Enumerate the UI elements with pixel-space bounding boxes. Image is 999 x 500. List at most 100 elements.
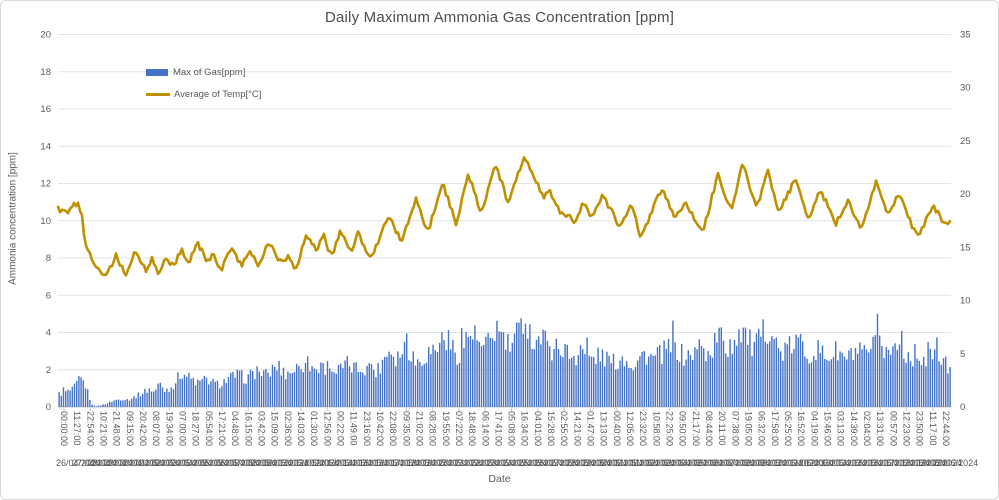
svg-text:31/05/2024: 31/05/2024 — [614, 458, 659, 468]
svg-text:13/05/2024: 13/05/2024 — [327, 458, 372, 468]
gridlines — [58, 34, 951, 408]
svg-text:14/05/2024: 14/05/2024 — [343, 458, 388, 468]
svg-text:09:15:00: 09:15:00 — [125, 411, 135, 446]
svg-text:08:28:00: 08:28:00 — [428, 411, 438, 446]
svg-text:00:57:00: 00:57:00 — [888, 411, 898, 446]
svg-text:25: 25 — [960, 136, 971, 147]
svg-text:23:32:00: 23:32:00 — [638, 411, 648, 446]
svg-text:27/05/2024: 27/05/2024 — [550, 458, 595, 468]
svg-text:21/05/2024: 21/05/2024 — [455, 458, 500, 468]
svg-text:23:50:00: 23:50:00 — [915, 411, 925, 446]
bar-swatch-icon — [146, 68, 168, 76]
y-axis-title: Ammonia concentration [ppm] — [7, 152, 19, 285]
svg-text:19:34:00: 19:34:00 — [164, 411, 174, 446]
svg-text:16:34:00: 16:34:00 — [520, 411, 530, 446]
svg-text:0: 0 — [46, 402, 51, 413]
svg-text:26/04/2024: 26/04/2024 — [56, 458, 101, 468]
svg-text:18/05/2024: 18/05/2024 — [407, 458, 452, 468]
svg-text:21:48:00: 21:48:00 — [112, 411, 122, 446]
svg-text:18: 18 — [40, 67, 51, 78]
svg-text:06:32:00: 06:32:00 — [757, 411, 767, 446]
svg-text:16/05/2024: 16/05/2024 — [375, 458, 420, 468]
svg-text:19/05/2024: 19/05/2024 — [423, 458, 468, 468]
gas-bars-series — [58, 313, 951, 407]
line-swatch-icon — [146, 92, 170, 96]
svg-text:04/05/2024: 04/05/2024 — [184, 458, 229, 468]
temp-line-series — [56, 156, 952, 277]
svg-text:23/05/2024: 23/05/2024 — [487, 458, 532, 468]
svg-text:02:36:00: 02:36:00 — [283, 411, 293, 446]
svg-text:28/05/2024: 28/05/2024 — [566, 458, 611, 468]
svg-text:14:39:00: 14:39:00 — [849, 411, 859, 446]
svg-text:05/05/2024: 05/05/2024 — [200, 458, 245, 468]
svg-text:05:54:00: 05:54:00 — [204, 411, 214, 446]
svg-text:10: 10 — [40, 216, 51, 227]
svg-text:13:31:00: 13:31:00 — [875, 411, 885, 446]
svg-text:08:44:00: 08:44:00 — [704, 411, 714, 446]
svg-text:18/06/2024: 18/06/2024 — [901, 458, 946, 468]
svg-text:19:05:00: 19:05:00 — [744, 411, 754, 446]
svg-text:03:42:00: 03:42:00 — [257, 411, 267, 446]
svg-text:4: 4 — [46, 328, 51, 339]
svg-text:12/05/2024: 12/05/2024 — [311, 458, 356, 468]
svg-text:05/06/2024: 05/06/2024 — [694, 458, 739, 468]
legend-label-gas: Max of Gas[ppm] — [173, 66, 246, 78]
svg-text:15:46:00: 15:46:00 — [823, 411, 833, 446]
svg-text:14:21:00: 14:21:00 — [572, 411, 582, 446]
svg-text:22:25:00: 22:25:00 — [665, 411, 675, 446]
svg-text:13/06/2024: 13/06/2024 — [821, 458, 866, 468]
svg-text:08:07:00: 08:07:00 — [151, 411, 161, 446]
svg-text:19/06/2024: 19/06/2024 — [917, 458, 962, 468]
legend: Max of Gas[ppm] Average of Temp[°C] — [146, 61, 261, 105]
svg-text:08/06/2024: 08/06/2024 — [742, 458, 787, 468]
svg-text:03:13:00: 03:13:00 — [836, 411, 846, 446]
x-axis-date-labels: 26/04/202427/04/202428/04/202429/04/2024… — [56, 458, 978, 468]
svg-text:04:48:00: 04:48:00 — [230, 411, 240, 446]
svg-text:00:00:00: 00:00:00 — [59, 411, 69, 446]
x-axis-tick-marks — [63, 407, 934, 411]
svg-text:11:27:00: 11:27:00 — [72, 411, 82, 445]
x-axis-time-labels: 00:00:00 11:27:00 22:54:00 10:21:00 21:48:00… — [59, 411, 951, 446]
svg-text:22:44:00: 22:44:00 — [941, 411, 951, 446]
svg-text:02/06/2024: 02/06/2024 — [646, 458, 691, 468]
svg-text:12: 12 — [40, 179, 51, 190]
svg-text:30: 30 — [960, 83, 971, 94]
svg-text:10/06/2024: 10/06/2024 — [774, 458, 819, 468]
left-axis-tick-labels: 0 2 4 6 8 10 12 14 16 18 20 — [40, 30, 51, 414]
svg-text:00:22:00: 00:22:00 — [335, 411, 345, 446]
svg-text:10:21:00: 10:21:00 — [99, 411, 109, 446]
svg-text:11:49:00: 11:49:00 — [349, 411, 359, 445]
svg-text:10: 10 — [960, 296, 971, 307]
svg-text:07:22:00: 07:22:00 — [454, 411, 464, 446]
svg-text:18:27:00: 18:27:00 — [191, 411, 201, 446]
svg-text:12:23:00: 12:23:00 — [902, 411, 912, 446]
svg-text:15/05/2024: 15/05/2024 — [359, 458, 404, 468]
svg-text:15/06/2024: 15/06/2024 — [853, 458, 898, 468]
svg-text:0: 0 — [960, 402, 965, 413]
svg-text:22:08:00: 22:08:00 — [388, 411, 398, 446]
svg-text:11:17:00: 11:17:00 — [928, 411, 938, 445]
svg-text:11/06/2024: 11/06/2024 — [790, 458, 834, 468]
legend-label-temp: Average of Temp[°C] — [174, 88, 262, 100]
svg-text:25/05/2024: 25/05/2024 — [518, 458, 563, 468]
svg-text:17/06/2024: 17/06/2024 — [885, 458, 930, 468]
svg-text:02:55:00: 02:55:00 — [559, 411, 569, 446]
svg-text:09:35:00: 09:35:00 — [401, 411, 411, 446]
svg-text:07:38:00: 07:38:00 — [730, 411, 740, 446]
svg-text:01/05/2024: 01/05/2024 — [136, 458, 181, 468]
svg-text:04:01:00: 04:01:00 — [533, 411, 543, 446]
svg-text:12:05:00: 12:05:00 — [625, 411, 635, 446]
svg-text:04/06/2024: 04/06/2024 — [678, 458, 723, 468]
svg-text:10:58:00: 10:58:00 — [651, 411, 661, 446]
svg-text:08/05/2024: 08/05/2024 — [247, 458, 292, 468]
svg-text:6: 6 — [46, 290, 51, 301]
svg-text:16/06/2024: 16/06/2024 — [869, 458, 914, 468]
svg-text:29/05/2024: 29/05/2024 — [582, 458, 627, 468]
svg-text:14/06/2024: 14/06/2024 — [837, 458, 882, 468]
right-axis-tick-labels: 0 5 10 15 20 25 30 35 — [960, 30, 971, 414]
svg-text:22/05/2024: 22/05/2024 — [471, 458, 516, 468]
svg-text:07:00:00: 07:00:00 — [178, 411, 188, 446]
svg-text:16:15:00: 16:15:00 — [243, 411, 253, 446]
svg-text:27/04/2024: 27/04/2024 — [72, 458, 117, 468]
